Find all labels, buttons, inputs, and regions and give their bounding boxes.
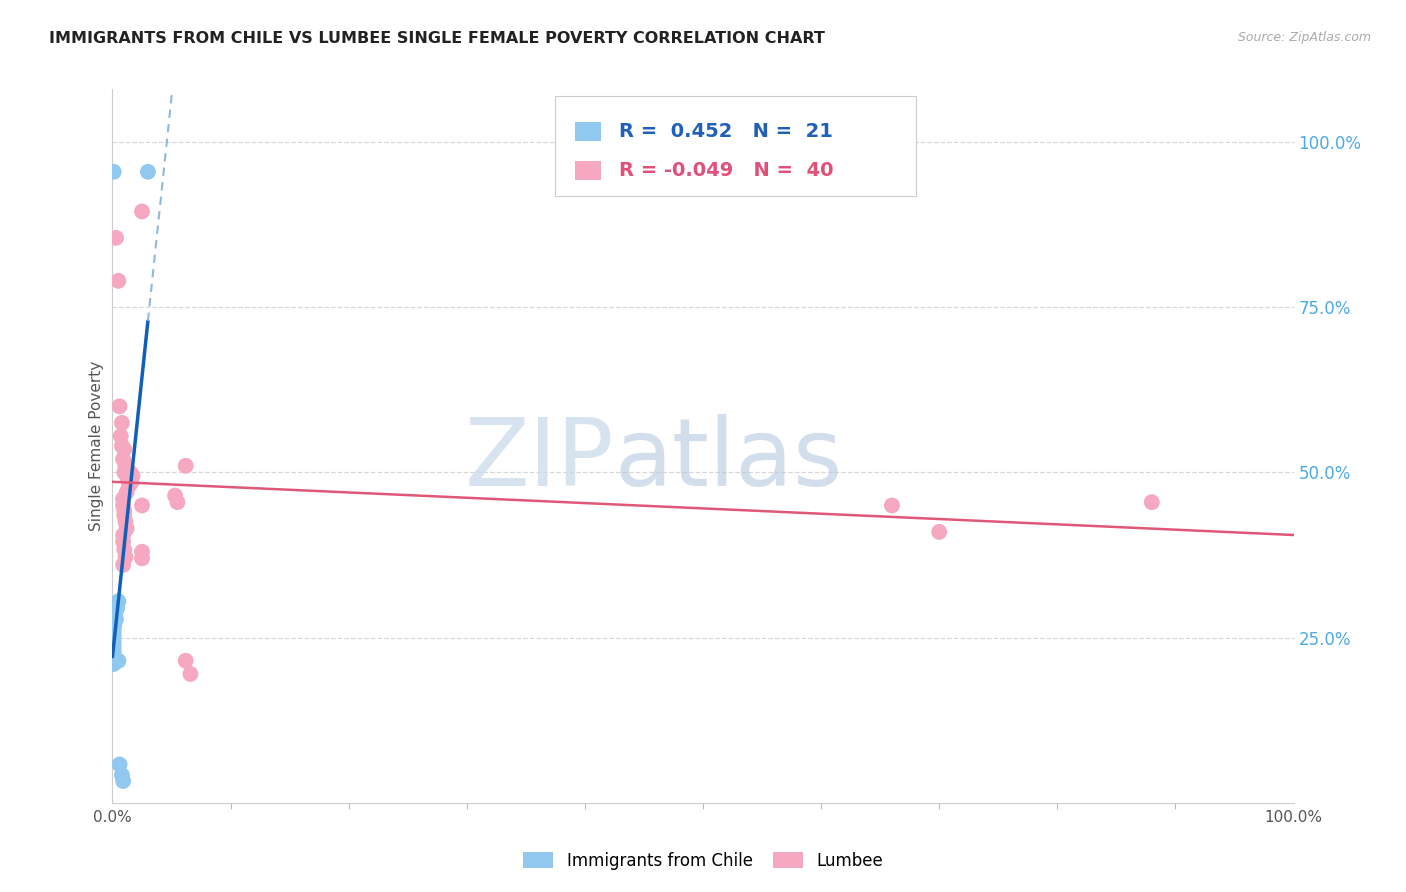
Point — [115, 485, 138, 500]
Point — [103, 618, 125, 632]
Point — [880, 499, 903, 513]
Point — [112, 774, 135, 789]
Point — [112, 499, 135, 513]
Point — [112, 534, 135, 549]
Point — [105, 612, 128, 626]
Point — [118, 478, 141, 492]
Point — [105, 600, 128, 615]
Point — [103, 657, 125, 671]
Point — [103, 624, 125, 638]
Point — [131, 545, 153, 559]
Text: ZIP: ZIP — [465, 414, 614, 507]
Point — [103, 629, 125, 643]
Point — [108, 400, 131, 414]
Point — [103, 649, 125, 664]
Point — [107, 274, 129, 288]
Point — [131, 551, 153, 566]
Point — [114, 549, 136, 564]
Point — [166, 495, 188, 509]
Point — [114, 515, 136, 529]
Text: atlas: atlas — [614, 414, 842, 507]
Point — [111, 439, 134, 453]
Point — [104, 607, 127, 622]
Point — [112, 452, 135, 467]
Legend: Immigrants from Chile, Lumbee: Immigrants from Chile, Lumbee — [516, 846, 890, 877]
Point — [115, 522, 138, 536]
Point — [165, 489, 187, 503]
Point — [103, 641, 125, 656]
Point — [110, 429, 132, 443]
Point — [120, 466, 142, 480]
Point — [174, 458, 197, 473]
Point — [112, 508, 135, 523]
Point — [117, 472, 139, 486]
Point — [131, 204, 153, 219]
Point — [136, 165, 159, 179]
Point — [114, 458, 136, 473]
Point — [112, 504, 135, 518]
Text: R =  0.452   N =  21: R = 0.452 N = 21 — [619, 122, 832, 141]
Point — [112, 542, 135, 557]
Point — [112, 466, 135, 480]
FancyBboxPatch shape — [555, 96, 915, 196]
Point — [112, 558, 135, 572]
Point — [174, 654, 197, 668]
Text: IMMIGRANTS FROM CHILE VS LUMBEE SINGLE FEMALE POVERTY CORRELATION CHART: IMMIGRANTS FROM CHILE VS LUMBEE SINGLE F… — [49, 31, 825, 46]
Point — [112, 442, 135, 457]
Y-axis label: Single Female Poverty: Single Female Poverty — [89, 361, 104, 531]
Text: R = -0.049   N =  40: R = -0.049 N = 40 — [619, 161, 834, 180]
Point — [928, 524, 950, 539]
Point — [111, 768, 134, 782]
Point — [107, 654, 129, 668]
Point — [103, 632, 125, 647]
Point — [107, 594, 129, 608]
Point — [103, 645, 125, 659]
Point — [108, 757, 131, 772]
Text: Source: ZipAtlas.com: Source: ZipAtlas.com — [1237, 31, 1371, 45]
Point — [131, 499, 153, 513]
Bar — [575, 161, 602, 180]
Bar — [575, 122, 602, 141]
Point — [121, 468, 143, 483]
Point — [115, 462, 138, 476]
Point — [103, 653, 125, 667]
Point — [103, 165, 125, 179]
Point — [103, 614, 125, 628]
Point — [179, 667, 201, 681]
Point — [112, 491, 135, 506]
Point — [120, 475, 142, 490]
Point — [103, 637, 125, 651]
Point — [111, 416, 134, 430]
Point — [105, 231, 128, 245]
Point — [112, 528, 135, 542]
Point — [1140, 495, 1163, 509]
